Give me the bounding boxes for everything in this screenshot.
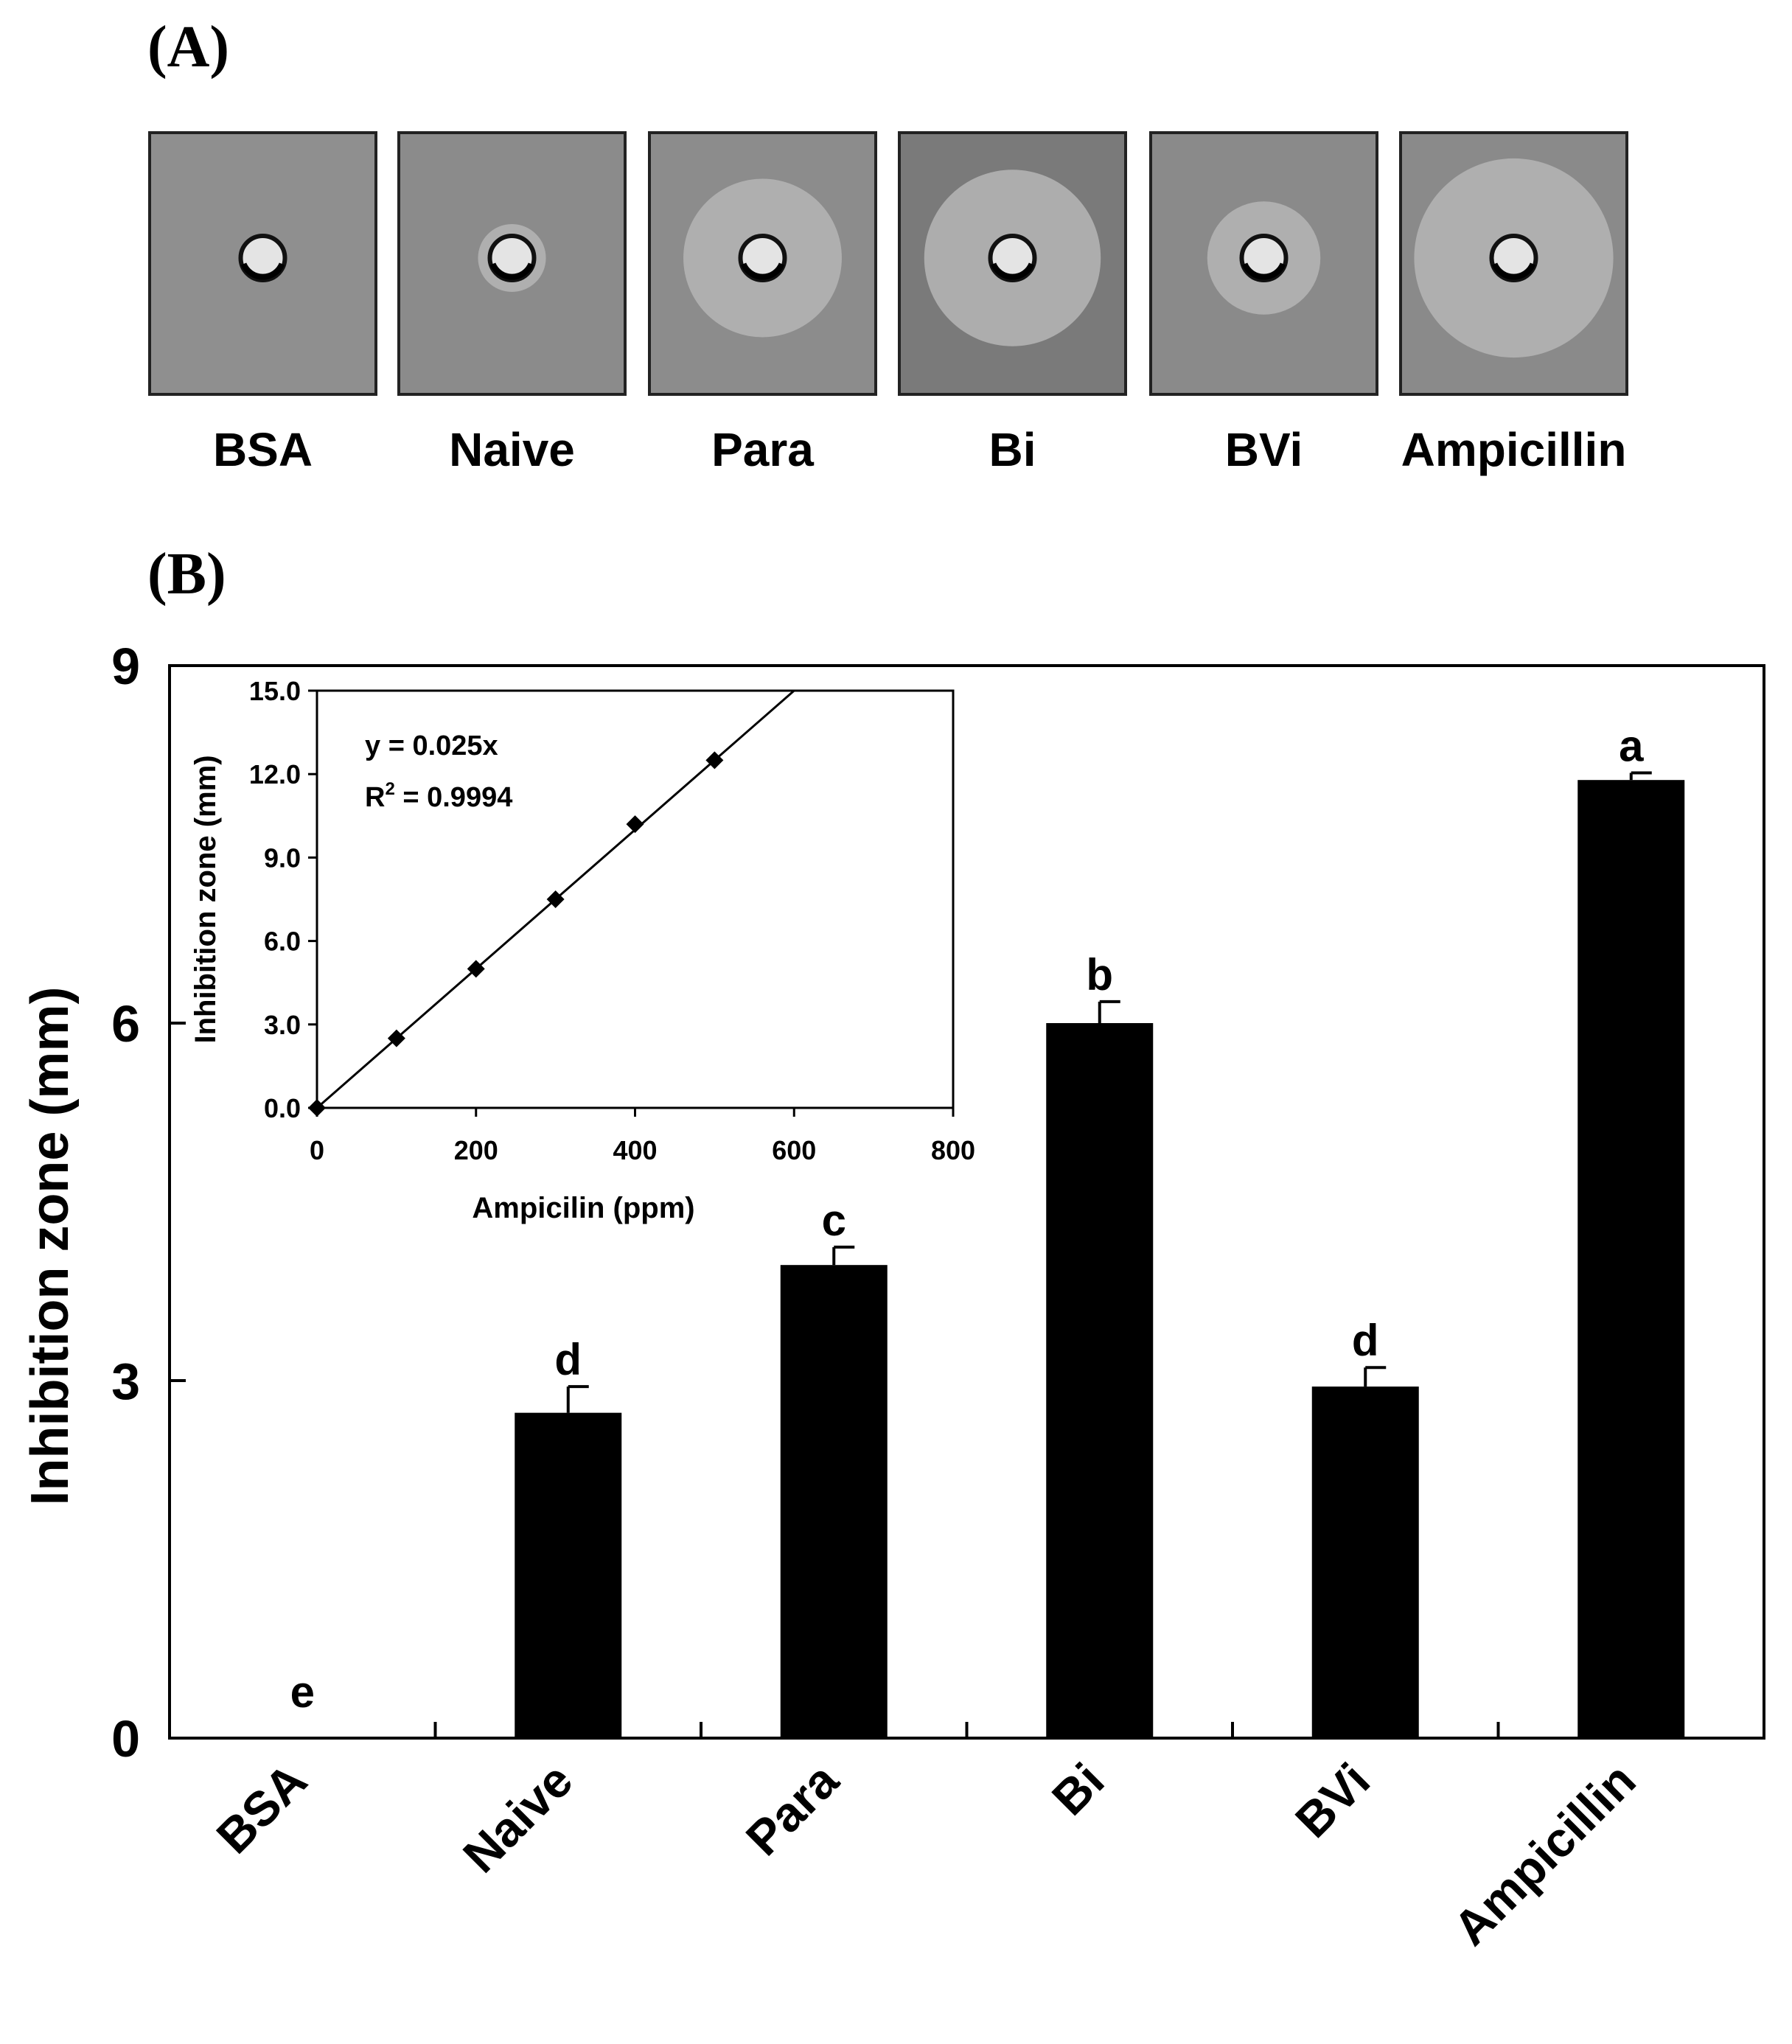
inset-data-point <box>387 1029 405 1047</box>
inset-y-title: Inhibition zone (mm) <box>189 755 222 1043</box>
plate-ampicillin: Ampicillin <box>1399 131 1628 476</box>
r2-prefix: R <box>365 782 385 813</box>
well-hole <box>738 234 787 282</box>
well-hole <box>1239 234 1289 282</box>
well-shadow <box>240 262 285 280</box>
plate-label: Naive <box>449 423 575 476</box>
y-tick-label: 9 <box>111 638 140 695</box>
plate-label: Ampicillin <box>1401 423 1627 476</box>
inset-x-tick-label: 400 <box>613 1135 657 1165</box>
well-hole <box>1489 234 1538 282</box>
r2-exponent: 2 <box>385 779 394 799</box>
well-shadow <box>1491 262 1536 280</box>
inset-x-title: Ampicilin (ppm) <box>472 1192 694 1224</box>
inset-points <box>308 751 724 1117</box>
inset-axes: 0.0 3.0 6.0 9.0 12.0 15.0 0 200 400 600 800 <box>249 676 975 1165</box>
significance-label: d <box>1352 1316 1379 1365</box>
inset-frame <box>315 689 955 1109</box>
inset-data-point <box>467 960 485 978</box>
panel-a-label: (A) <box>147 15 229 80</box>
inset-x-tick-label: 600 <box>772 1135 816 1165</box>
bar-bi <box>1046 1023 1154 1738</box>
significance-label: a <box>1619 722 1644 771</box>
plate-label: BSA <box>213 423 313 476</box>
plate-label: Para <box>711 423 814 476</box>
plate-naive: Naive <box>397 131 627 476</box>
well-hole <box>487 234 537 282</box>
inset-y-tick-label: 9.0 <box>264 843 301 873</box>
significance-label: c <box>822 1196 846 1245</box>
inset-x-tick-label: 200 <box>454 1135 498 1165</box>
well-hole <box>988 234 1037 282</box>
plate-bi: Bi <box>898 131 1127 476</box>
plate-row: BSA Naive Para Bi BVi Ampicillin <box>148 131 1628 476</box>
well-shadow <box>990 262 1035 280</box>
inset-y-tick-label: 12.0 <box>249 759 301 789</box>
inset-y-tick-label: 3.0 <box>264 1010 301 1040</box>
plate-label: Bi <box>989 423 1036 476</box>
panel-b-label: (B) <box>147 542 226 607</box>
plate-bsa: BSA <box>148 131 377 476</box>
inset-y-tick-label: 0.0 <box>264 1093 301 1123</box>
well-shadow <box>1241 262 1286 280</box>
bar-bvi <box>1311 1386 1419 1738</box>
significance-label: e <box>290 1667 315 1717</box>
significance-label: d <box>554 1335 582 1384</box>
y-axis-title: Inhibition zone (mm) <box>21 987 80 1506</box>
inset-data-point <box>308 1099 326 1117</box>
inset-r-squared: R2 = 0.9994 <box>365 779 512 813</box>
plot-frame <box>168 664 1765 1740</box>
bar-naive <box>515 1412 622 1738</box>
inset-data-point <box>626 815 644 834</box>
plate-para: Para <box>648 131 877 476</box>
well-hole <box>238 234 287 282</box>
inset-data-point <box>546 890 565 908</box>
significance-label: b <box>1086 950 1113 1000</box>
inset-x-tick-label: 800 <box>931 1135 975 1165</box>
y-tick-label: 0 <box>111 1710 140 1768</box>
y-tick-label: 6 <box>111 995 140 1053</box>
y-tick-label: 3 <box>111 1353 140 1410</box>
well-shadow <box>489 262 534 280</box>
bar-ampicillin <box>1577 780 1685 1738</box>
well-shadow <box>740 262 785 280</box>
inset-chart: 0.0 3.0 6.0 9.0 12.0 15.0 0 200 400 600 800 y = 0.… <box>189 676 975 1224</box>
inset-data-point <box>705 751 724 770</box>
plate-label: BVi <box>1225 423 1303 476</box>
inset-x-tick-label: 0 <box>310 1135 324 1165</box>
inset-y-tick-label: 6.0 <box>264 927 301 957</box>
bars-group: e d c b d a <box>290 722 1685 1738</box>
inset-y-tick-label: 15.0 <box>249 676 301 706</box>
inset-equation: y = 0.025x <box>365 730 498 761</box>
bar-para <box>780 1265 888 1738</box>
r2-value: = 0.9994 <box>395 782 513 813</box>
plate-bvi: BVi <box>1149 131 1378 476</box>
